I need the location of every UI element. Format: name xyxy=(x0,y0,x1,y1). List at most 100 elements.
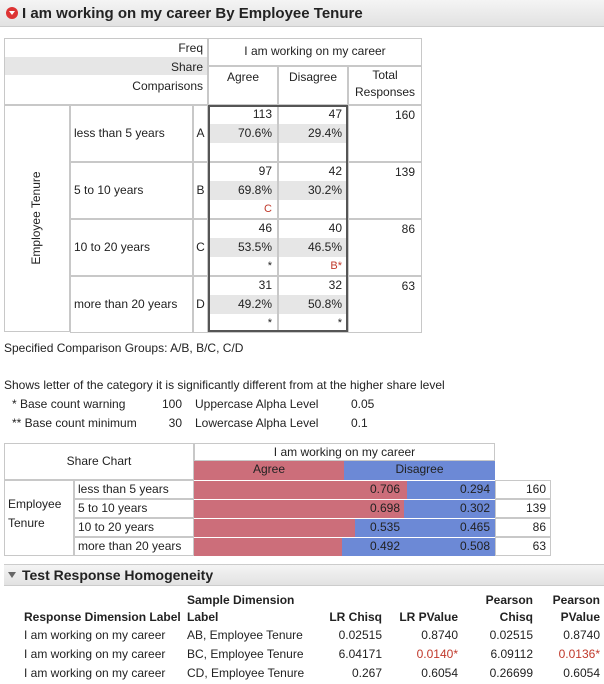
column-label: Agree xyxy=(208,66,278,105)
bar-label: 0.535 xyxy=(369,520,400,534)
freq: 32 xyxy=(328,278,342,292)
freq: 113 xyxy=(252,107,272,121)
share-row-label: more than 20 years xyxy=(74,537,194,556)
alpha-label: Uppercase Alpha Level xyxy=(195,397,319,411)
share: 30.2% xyxy=(307,183,342,197)
bar-disagree xyxy=(404,500,495,518)
share-band xyxy=(279,238,347,257)
share-col-label: Agree xyxy=(194,461,344,480)
share-row-header: Employee Tenure xyxy=(4,480,74,556)
share: 50.8% xyxy=(307,297,342,311)
share-band xyxy=(209,295,277,314)
share-col-label: Disagree xyxy=(344,461,495,480)
total: 86 xyxy=(348,219,422,276)
table-cell: 0.0140* xyxy=(416,647,458,661)
table-cell: I am working on my career xyxy=(24,647,166,661)
comparison: * xyxy=(267,260,272,272)
freq: 31 xyxy=(258,278,272,292)
table-cell: 0.267 xyxy=(351,666,382,680)
share-band xyxy=(279,124,347,143)
row-label: more than 20 years xyxy=(70,276,193,333)
bar-label: 0.508 xyxy=(459,539,490,553)
share-row-label: 10 to 20 years xyxy=(74,518,194,537)
share: 70.6% xyxy=(237,126,272,140)
comparison: * xyxy=(337,317,342,329)
share: 29.4% xyxy=(307,126,342,140)
share-total: 86 xyxy=(495,518,551,537)
share: 69.8% xyxy=(237,183,272,197)
bar-agree xyxy=(194,500,405,518)
legend-label: ** Base count minimum xyxy=(12,416,137,430)
column-header: I am working on my career xyxy=(208,38,422,66)
row-letter: B xyxy=(193,162,208,219)
total: 160 xyxy=(348,105,422,162)
disclosure-arrow[interactable] xyxy=(8,572,16,578)
alpha-value: 0.05 xyxy=(351,397,375,411)
row-label: 5 to 10 years xyxy=(70,162,193,219)
column-label: Disagree xyxy=(278,66,348,105)
column-header: Response Dimension Label xyxy=(24,610,181,624)
bar-disagree xyxy=(406,481,495,499)
share-band xyxy=(5,57,207,75)
table-cell: CD, Employee Tenure xyxy=(187,666,305,680)
share-title: Share Chart xyxy=(4,443,194,480)
table-cell: 0.6054 xyxy=(563,666,600,680)
alpha-label: Lowercase Alpha Level xyxy=(195,416,319,430)
share-total: 160 xyxy=(495,480,551,499)
column-header: LR Chisq xyxy=(329,610,382,624)
title-bar xyxy=(0,0,604,27)
share: 53.5% xyxy=(237,240,272,254)
legend-label: * Base count warning xyxy=(12,397,126,411)
table-cell: AB, Employee Tenure xyxy=(187,628,303,642)
bar-label: 0.706 xyxy=(369,482,400,496)
table-cell: 0.02515 xyxy=(338,628,382,642)
total-header: Total Responses xyxy=(348,66,422,105)
row-label: 10 to 20 years xyxy=(70,219,193,276)
share-band xyxy=(279,295,347,314)
share-total: 63 xyxy=(495,537,551,556)
alpha-value: 0.1 xyxy=(351,416,368,430)
row-letter: A xyxy=(193,105,208,162)
table-cell: I am working on my career xyxy=(24,666,166,680)
stat-label: Share xyxy=(170,60,203,74)
bar-agree xyxy=(194,481,407,499)
legend-value: 100 xyxy=(161,397,182,411)
share-band xyxy=(209,124,277,143)
stat-label: Comparisons xyxy=(132,79,203,93)
table-cell: 6.09112 xyxy=(490,647,534,661)
table-cell: 0.8740 xyxy=(421,628,458,642)
bar-label: 0.302 xyxy=(459,501,490,515)
share-row-label: 5 to 10 years xyxy=(74,499,194,518)
freq: 97 xyxy=(258,164,272,178)
legend-value: 30 xyxy=(168,416,182,430)
table-cell: 0.8740 xyxy=(563,628,600,642)
column-header: Sample Dimension Label xyxy=(187,593,295,624)
section-title: Test Response Homogeneity xyxy=(22,567,214,583)
stat-label: Freq xyxy=(178,41,203,55)
table-cell: 0.02515 xyxy=(489,628,533,642)
share-row-label: less than 5 years xyxy=(74,480,194,499)
bar-label: 0.492 xyxy=(369,539,400,553)
bar-disagree xyxy=(355,519,495,537)
freq: 40 xyxy=(328,221,342,235)
row-letter: C xyxy=(193,219,208,276)
column-header: LR PValue xyxy=(399,610,458,624)
row-header: Employee Tenure xyxy=(29,171,43,265)
report-title: I am working on my career By Employee Te… xyxy=(22,5,363,22)
data-frame xyxy=(208,105,348,332)
bar-label: 0.465 xyxy=(459,520,490,534)
bar-disagree xyxy=(342,538,495,556)
comparison: C xyxy=(264,203,272,215)
freq: 42 xyxy=(328,164,342,178)
table-cell: I am working on my career xyxy=(24,628,166,642)
comparison: * xyxy=(267,317,272,329)
share-band xyxy=(279,181,347,200)
freq: 46 xyxy=(258,221,272,235)
bar-agree xyxy=(194,538,343,556)
share-band xyxy=(209,238,277,257)
bar-label: 0.294 xyxy=(459,482,490,496)
bar-label: 0.698 xyxy=(369,501,400,515)
share-band xyxy=(209,181,277,200)
note: Specified Comparison Groups: A/B, B/C, C… xyxy=(4,341,244,355)
row-letter: D xyxy=(193,276,208,333)
